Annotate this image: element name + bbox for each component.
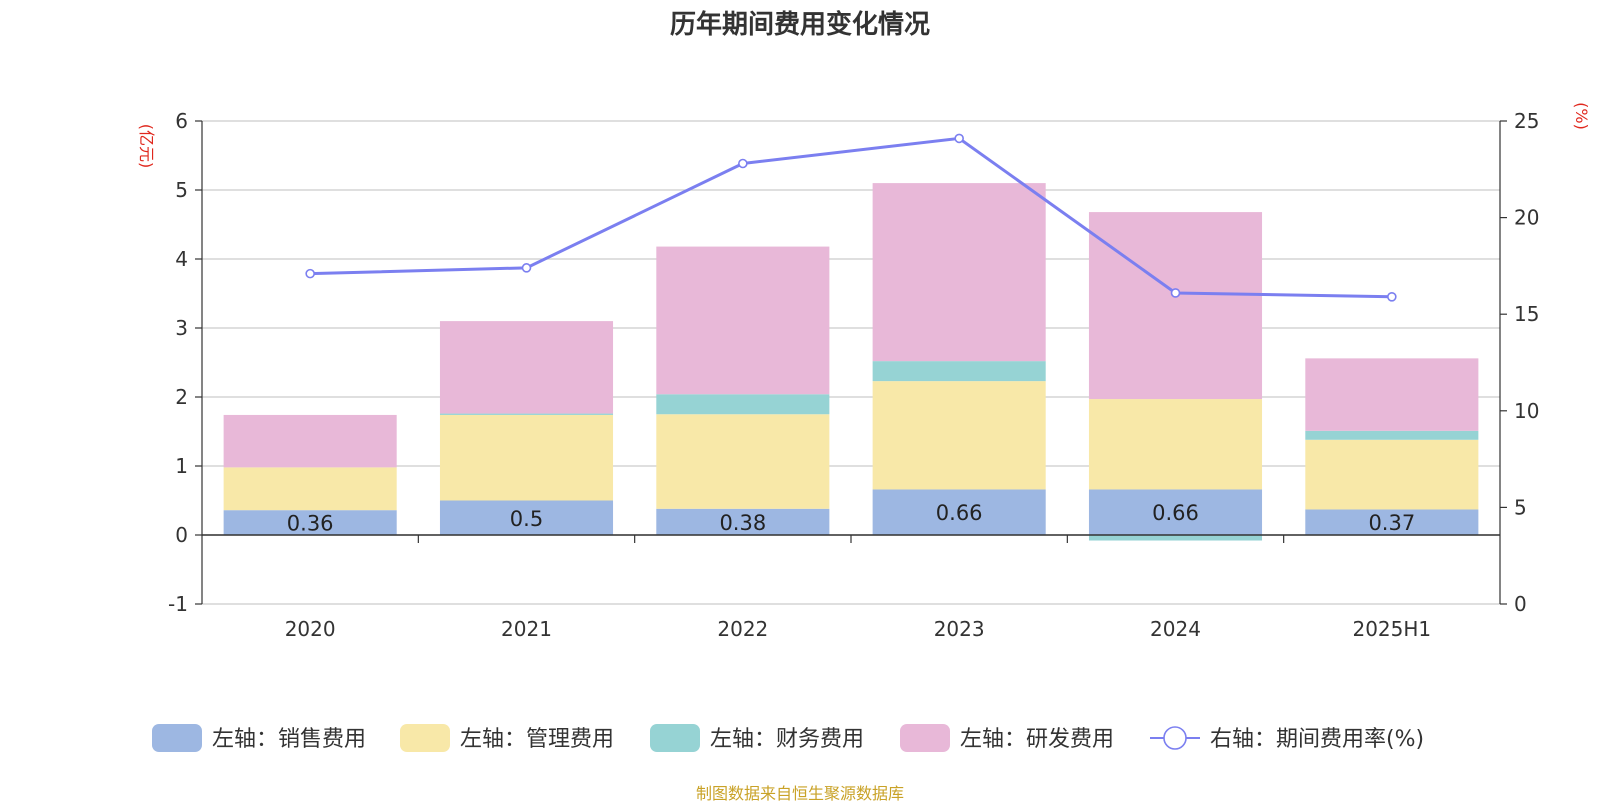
rate-point xyxy=(738,158,748,169)
right-axis-unit: (%) xyxy=(1572,102,1591,130)
bar-0-左轴：研发费用 xyxy=(223,414,397,468)
data-label: 0.66 xyxy=(936,501,983,525)
x-tick-label: 2022 xyxy=(717,617,768,641)
bar-2-左轴：销售费用 xyxy=(656,508,830,535)
x-tick-label: 2020 xyxy=(285,617,336,641)
source-note: 制图数据来自恒生聚源数据库 xyxy=(695,784,904,803)
x-tick-label: 2021 xyxy=(501,617,552,641)
rate-point xyxy=(954,133,964,144)
right-tick-label: 10 xyxy=(1514,399,1539,423)
legend-label: 左轴：财务费用 xyxy=(710,727,864,752)
bar-0-左轴：管理费用 xyxy=(223,467,397,511)
bar-1-左轴：研发费用 xyxy=(439,321,614,414)
right-tick-label: 25 xyxy=(1514,109,1539,133)
legend-swatch xyxy=(400,724,450,752)
bar-1-左轴：管理费用 xyxy=(439,414,614,501)
left-tick-label: 5 xyxy=(175,178,188,202)
legend-label: 左轴：研发费用 xyxy=(960,727,1114,752)
bar-3-左轴：管理费用 xyxy=(872,381,1046,490)
rate-point xyxy=(1387,292,1397,302)
bar-2-左轴：管理费用 xyxy=(656,414,830,509)
bar-4-左轴：销售费用 xyxy=(1088,489,1263,535)
data-label: 0.66 xyxy=(1152,501,1199,525)
rate-point xyxy=(521,263,532,273)
bar-3-左轴：销售费用 xyxy=(872,489,1046,535)
bar-4-左轴：管理费用 xyxy=(1088,399,1263,490)
data-label: 0.36 xyxy=(287,512,334,536)
chart-canvas: -1 0 1 2 3 4 5 6 0 5 10 15 20 25 (亿元) (%) 0.36 0.5 0.38 0.6… xyxy=(137,102,1591,752)
legend-circle-icon xyxy=(1163,726,1187,750)
rate-point xyxy=(305,268,315,279)
x-tick-label: 2023 xyxy=(934,617,985,641)
bar-5-左轴：管理费用 xyxy=(1305,439,1479,510)
legend-swatch xyxy=(900,724,950,752)
bar-0-左轴：销售费用 xyxy=(223,510,397,535)
left-axis-unit: (亿元) xyxy=(137,124,156,169)
data-label: 0.37 xyxy=(1368,511,1415,535)
legend-label: 左轴：管理费用 xyxy=(460,727,614,752)
left-tick-label: 1 xyxy=(175,454,188,478)
left-tick-label: 4 xyxy=(175,247,188,271)
rate-line xyxy=(310,136,1392,299)
legend-label: 右轴：期间费用率(%) xyxy=(1210,727,1424,752)
left-tick-label: 2 xyxy=(175,385,188,409)
right-tick-label: 20 xyxy=(1514,206,1539,230)
left-tick-label: 6 xyxy=(175,109,188,133)
right-tick-label: 0 xyxy=(1514,592,1527,616)
bar-1-左轴：财务费用 xyxy=(439,413,614,415)
legend-label: 左轴：销售费用 xyxy=(212,727,366,752)
data-label: 0.5 xyxy=(510,507,543,531)
right-tick-label: 5 xyxy=(1514,495,1527,519)
left-tick-label: 0 xyxy=(175,523,188,547)
left-tick-label: -1 xyxy=(168,592,188,616)
legend-swatch xyxy=(650,724,700,752)
x-tick-label: 2025H1 xyxy=(1352,617,1431,641)
bar-3-左轴：财务费用 xyxy=(872,361,1046,382)
x-tick-label: 2024 xyxy=(1150,617,1201,641)
legend-swatch xyxy=(152,724,202,752)
bar-4-左轴：财务费用 xyxy=(1088,535,1263,541)
left-tick-label: 3 xyxy=(175,316,188,340)
bar-5-左轴：研发费用 xyxy=(1305,358,1479,431)
right-tick-label: 15 xyxy=(1514,302,1539,326)
bar-2-左轴：研发费用 xyxy=(656,246,830,395)
bar-3-左轴：研发费用 xyxy=(872,183,1046,362)
bar-4-左轴：研发费用 xyxy=(1088,212,1263,400)
bar-5-左轴：销售费用 xyxy=(1305,509,1479,535)
data-label: 0.38 xyxy=(719,511,766,535)
rate-point xyxy=(1170,288,1181,298)
chart-title: 历年期间费用变化情况 xyxy=(669,10,930,40)
bar-5-左轴：财务费用 xyxy=(1305,430,1479,440)
bar-2-左轴：财务费用 xyxy=(656,394,830,415)
bar-1-左轴：销售费用 xyxy=(439,500,614,535)
